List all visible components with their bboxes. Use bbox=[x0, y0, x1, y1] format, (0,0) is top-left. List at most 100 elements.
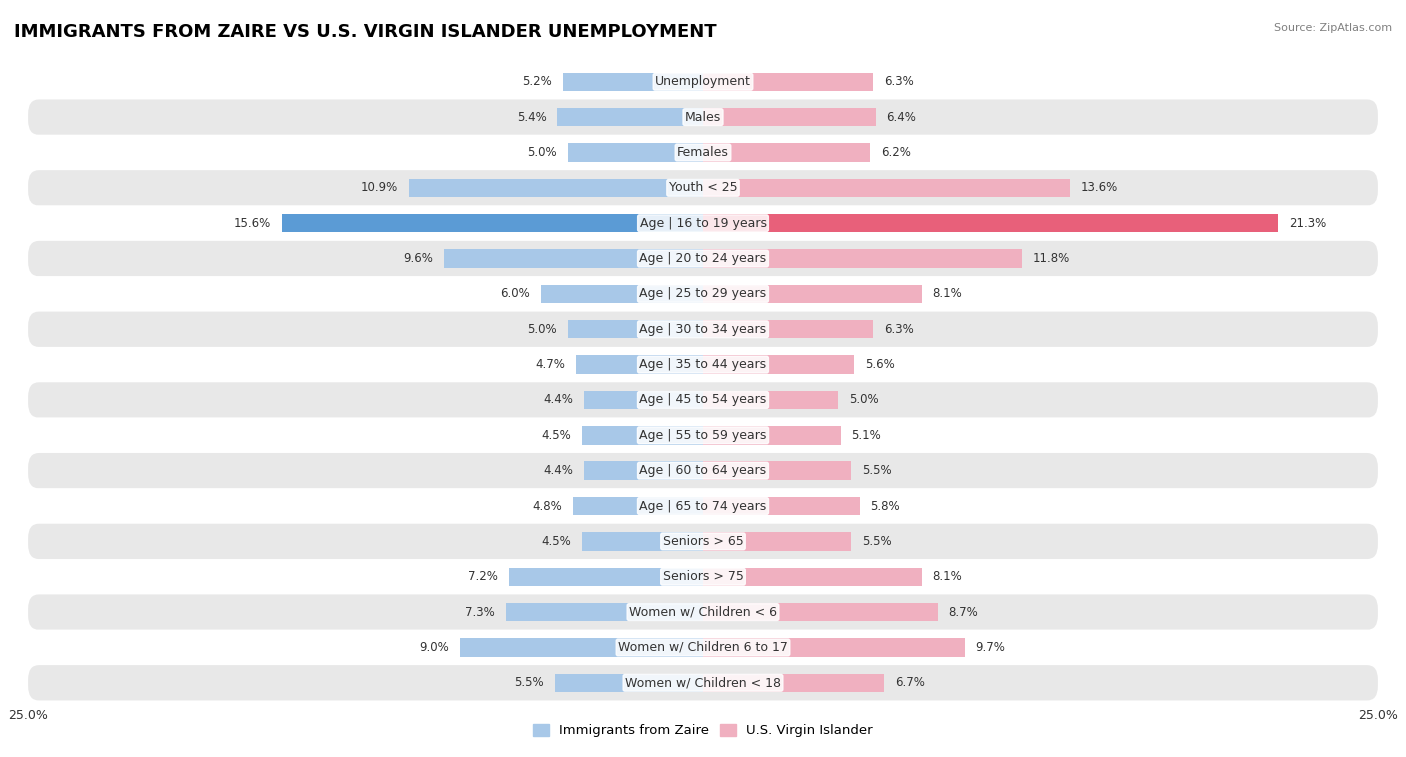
Text: 5.5%: 5.5% bbox=[515, 676, 544, 690]
FancyBboxPatch shape bbox=[28, 488, 1378, 524]
Text: 4.7%: 4.7% bbox=[536, 358, 565, 371]
Bar bbox=[703, 603, 938, 621]
Bar bbox=[444, 249, 703, 268]
FancyBboxPatch shape bbox=[28, 241, 1378, 276]
Text: 5.5%: 5.5% bbox=[862, 535, 891, 548]
Bar bbox=[703, 391, 838, 409]
FancyBboxPatch shape bbox=[28, 665, 1378, 700]
Bar bbox=[568, 143, 703, 162]
Bar bbox=[703, 73, 873, 91]
Text: Women w/ Children < 18: Women w/ Children < 18 bbox=[626, 676, 780, 690]
Text: 4.8%: 4.8% bbox=[533, 500, 562, 512]
Text: Males: Males bbox=[685, 111, 721, 123]
FancyBboxPatch shape bbox=[28, 382, 1378, 418]
Text: 4.4%: 4.4% bbox=[544, 464, 574, 477]
Text: 5.1%: 5.1% bbox=[852, 428, 882, 442]
FancyBboxPatch shape bbox=[28, 64, 1378, 99]
Text: 5.6%: 5.6% bbox=[865, 358, 894, 371]
Text: 9.6%: 9.6% bbox=[404, 252, 433, 265]
Bar bbox=[509, 568, 703, 586]
FancyBboxPatch shape bbox=[28, 630, 1378, 665]
Text: 13.6%: 13.6% bbox=[1081, 182, 1118, 195]
Text: Age | 45 to 54 years: Age | 45 to 54 years bbox=[640, 394, 766, 407]
Bar bbox=[703, 426, 841, 444]
Text: Age | 65 to 74 years: Age | 65 to 74 years bbox=[640, 500, 766, 512]
Bar bbox=[703, 179, 1070, 197]
Bar bbox=[574, 497, 703, 516]
Bar bbox=[281, 214, 703, 232]
Text: 5.0%: 5.0% bbox=[849, 394, 879, 407]
Bar bbox=[703, 108, 876, 126]
FancyBboxPatch shape bbox=[28, 276, 1378, 312]
Text: Seniors > 65: Seniors > 65 bbox=[662, 535, 744, 548]
Bar bbox=[582, 532, 703, 550]
Text: 4.5%: 4.5% bbox=[541, 535, 571, 548]
Bar bbox=[703, 638, 965, 656]
Bar bbox=[541, 285, 703, 303]
FancyBboxPatch shape bbox=[28, 135, 1378, 170]
Text: 8.1%: 8.1% bbox=[932, 288, 962, 301]
FancyBboxPatch shape bbox=[28, 347, 1378, 382]
Text: 5.5%: 5.5% bbox=[862, 464, 891, 477]
Text: 5.4%: 5.4% bbox=[516, 111, 547, 123]
Bar bbox=[703, 249, 1022, 268]
Text: Age | 30 to 34 years: Age | 30 to 34 years bbox=[640, 322, 766, 336]
Text: Seniors > 75: Seniors > 75 bbox=[662, 570, 744, 583]
FancyBboxPatch shape bbox=[28, 99, 1378, 135]
Text: 21.3%: 21.3% bbox=[1289, 217, 1326, 229]
Text: 6.3%: 6.3% bbox=[884, 322, 914, 336]
FancyBboxPatch shape bbox=[28, 418, 1378, 453]
Text: 5.2%: 5.2% bbox=[522, 75, 551, 89]
Bar bbox=[703, 356, 855, 374]
FancyBboxPatch shape bbox=[28, 453, 1378, 488]
Bar bbox=[703, 320, 873, 338]
Text: 6.0%: 6.0% bbox=[501, 288, 530, 301]
Text: Unemployment: Unemployment bbox=[655, 75, 751, 89]
Bar bbox=[576, 356, 703, 374]
Text: 6.4%: 6.4% bbox=[887, 111, 917, 123]
Bar bbox=[409, 179, 703, 197]
Bar bbox=[703, 568, 922, 586]
Text: 6.7%: 6.7% bbox=[894, 676, 925, 690]
Text: 10.9%: 10.9% bbox=[361, 182, 398, 195]
Bar bbox=[703, 497, 859, 516]
Text: Age | 20 to 24 years: Age | 20 to 24 years bbox=[640, 252, 766, 265]
Text: Source: ZipAtlas.com: Source: ZipAtlas.com bbox=[1274, 23, 1392, 33]
Text: Age | 16 to 19 years: Age | 16 to 19 years bbox=[640, 217, 766, 229]
Bar bbox=[703, 285, 922, 303]
FancyBboxPatch shape bbox=[28, 205, 1378, 241]
Text: 8.7%: 8.7% bbox=[949, 606, 979, 618]
Bar bbox=[562, 73, 703, 91]
Bar bbox=[582, 426, 703, 444]
Text: Age | 55 to 59 years: Age | 55 to 59 years bbox=[640, 428, 766, 442]
Text: IMMIGRANTS FROM ZAIRE VS U.S. VIRGIN ISLANDER UNEMPLOYMENT: IMMIGRANTS FROM ZAIRE VS U.S. VIRGIN ISL… bbox=[14, 23, 717, 41]
Bar bbox=[554, 674, 703, 692]
FancyBboxPatch shape bbox=[28, 594, 1378, 630]
Bar bbox=[506, 603, 703, 621]
Text: Age | 25 to 29 years: Age | 25 to 29 years bbox=[640, 288, 766, 301]
FancyBboxPatch shape bbox=[28, 559, 1378, 594]
Bar bbox=[703, 143, 870, 162]
FancyBboxPatch shape bbox=[28, 170, 1378, 205]
Bar bbox=[568, 320, 703, 338]
Bar bbox=[460, 638, 703, 656]
Text: 6.2%: 6.2% bbox=[882, 146, 911, 159]
Text: 7.3%: 7.3% bbox=[465, 606, 495, 618]
Text: Youth < 25: Youth < 25 bbox=[669, 182, 737, 195]
Bar bbox=[703, 674, 884, 692]
Bar bbox=[585, 462, 703, 480]
Text: 5.0%: 5.0% bbox=[527, 146, 557, 159]
Text: Women w/ Children 6 to 17: Women w/ Children 6 to 17 bbox=[619, 641, 787, 654]
Bar bbox=[557, 108, 703, 126]
Text: 9.0%: 9.0% bbox=[419, 641, 450, 654]
Text: Age | 60 to 64 years: Age | 60 to 64 years bbox=[640, 464, 766, 477]
Text: 6.3%: 6.3% bbox=[884, 75, 914, 89]
Legend: Immigrants from Zaire, U.S. Virgin Islander: Immigrants from Zaire, U.S. Virgin Islan… bbox=[527, 718, 879, 743]
Text: 7.2%: 7.2% bbox=[468, 570, 498, 583]
Bar bbox=[703, 214, 1278, 232]
Text: 9.7%: 9.7% bbox=[976, 641, 1005, 654]
Text: Females: Females bbox=[678, 146, 728, 159]
Text: 4.5%: 4.5% bbox=[541, 428, 571, 442]
Text: 5.0%: 5.0% bbox=[527, 322, 557, 336]
Bar bbox=[703, 532, 852, 550]
